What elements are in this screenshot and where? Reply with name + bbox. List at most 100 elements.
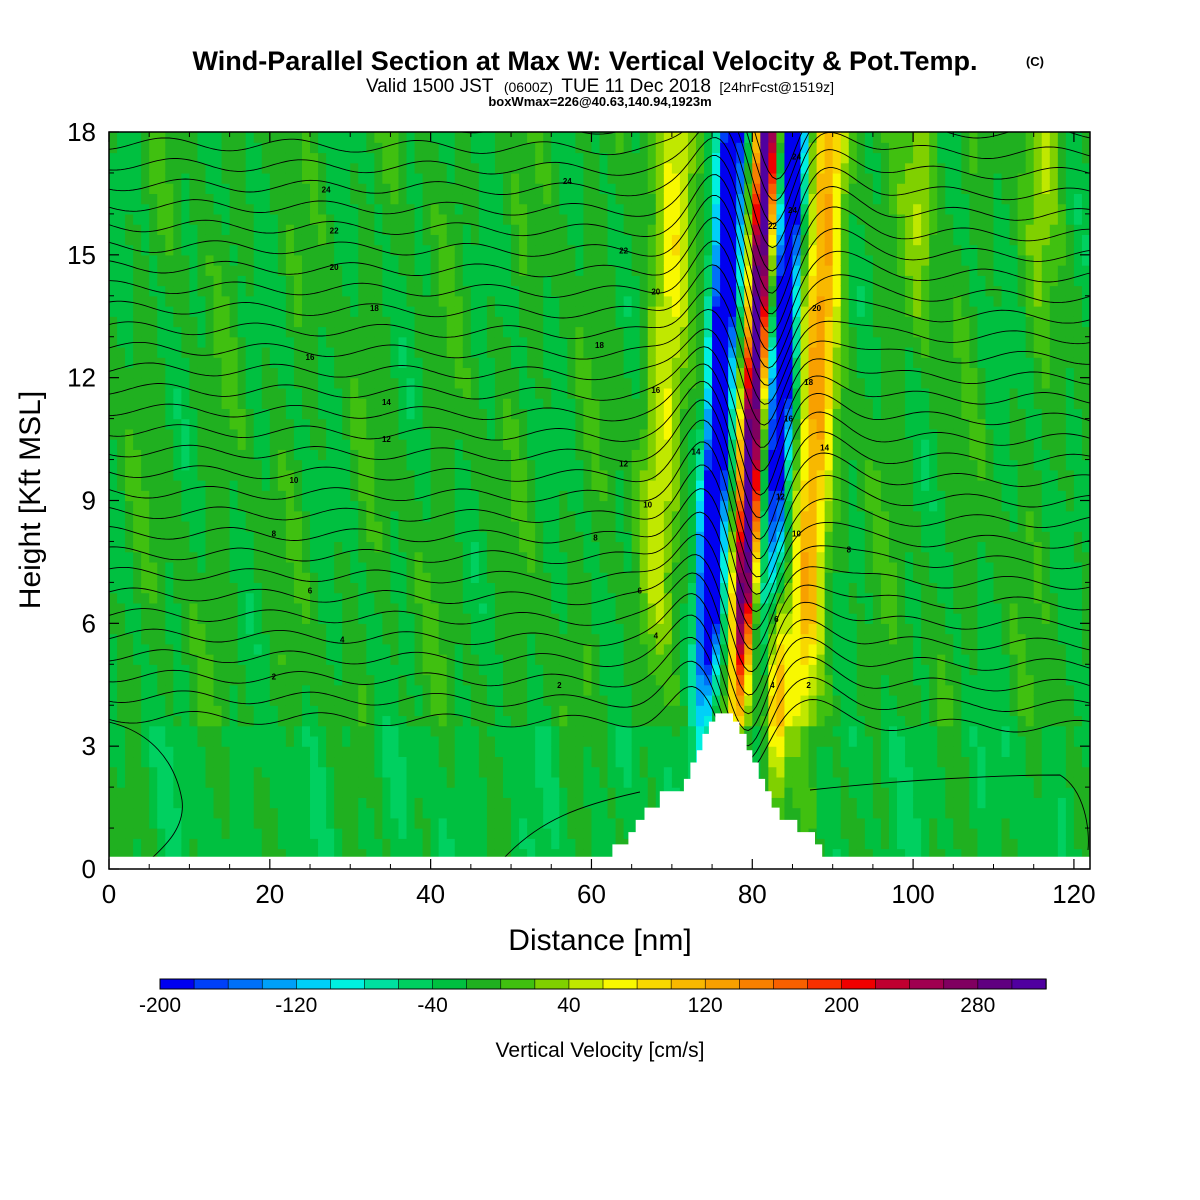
velocity-cell [462, 213, 472, 225]
velocity-cell [543, 520, 552, 532]
velocity-cell [583, 265, 593, 276]
velocity-cell [607, 193, 617, 205]
velocity-cell [478, 654, 488, 665]
velocity-cell [293, 346, 303, 358]
velocity-cell [261, 572, 271, 583]
velocity-cell [583, 510, 593, 522]
velocity-cell [141, 398, 150, 409]
velocity-cell [213, 244, 223, 256]
velocity-cell [318, 735, 327, 747]
velocity-cell [414, 367, 424, 379]
velocity-cell [503, 531, 512, 543]
velocity-cell [165, 664, 174, 676]
velocity-cell [486, 705, 496, 717]
velocity-cell [358, 213, 367, 225]
velocity-cell [334, 797, 343, 809]
velocity-cell [269, 735, 279, 747]
velocity-cell [511, 398, 520, 409]
velocity-cell [189, 490, 199, 502]
velocity-cell [615, 654, 625, 665]
velocity-cell [197, 459, 207, 471]
velocity-cell [165, 459, 174, 471]
velocity-cell [334, 623, 343, 635]
velocity-cell [165, 213, 174, 225]
velocity-cell [334, 254, 343, 266]
velocity-cell [237, 224, 247, 235]
velocity-cell [494, 357, 504, 369]
velocity-cell [599, 756, 609, 768]
velocity-cell [390, 142, 400, 154]
velocity-cell [358, 285, 367, 297]
velocity-cell [285, 449, 295, 461]
velocity-cell [125, 531, 134, 543]
velocity-cell [197, 357, 207, 369]
velocity-cell [366, 623, 375, 635]
velocity-cell [535, 357, 544, 369]
velocity-cell [430, 531, 440, 543]
velocity-cell [221, 428, 231, 440]
velocity-cell [261, 848, 271, 860]
velocity-cell [599, 408, 609, 420]
velocity-cell [197, 295, 207, 307]
velocity-cell [301, 787, 311, 798]
velocity-cell [535, 797, 544, 809]
velocity-cell [245, 295, 255, 307]
velocity-cell [342, 326, 351, 338]
velocity-cell [229, 213, 239, 225]
velocity-cell [543, 295, 552, 307]
velocity-cell [173, 203, 182, 215]
velocity-cell [430, 787, 440, 798]
velocity-cell [342, 787, 351, 798]
velocity-cell [478, 213, 488, 225]
velocity-cell [543, 306, 552, 317]
velocity-cell [430, 316, 440, 328]
velocity-cell [213, 183, 223, 195]
velocity-cell [261, 336, 271, 348]
velocity-cell [575, 838, 585, 850]
velocity-cell [615, 469, 625, 481]
velocity-cell [350, 418, 359, 430]
velocity-cell [253, 469, 263, 481]
velocity-cell [326, 613, 335, 624]
velocity-cell [527, 572, 536, 583]
velocity-cell [189, 746, 199, 758]
velocity-cell [374, 234, 383, 246]
velocity-cell [229, 234, 239, 246]
velocity-cell [213, 490, 223, 502]
velocity-cell [157, 387, 166, 399]
velocity-cell [125, 828, 134, 839]
velocity-cell [390, 705, 400, 717]
velocity-cell [350, 367, 359, 379]
velocity-cell [438, 244, 448, 256]
velocity-cell [326, 602, 335, 614]
velocity-cell [559, 797, 568, 809]
velocity-cell [631, 285, 641, 297]
velocity-cell [446, 346, 456, 358]
velocity-cell [438, 776, 448, 788]
velocity-cell [551, 398, 560, 409]
velocity-cell [511, 244, 520, 256]
velocity-cell [639, 561, 649, 573]
velocity-cell [559, 418, 568, 430]
velocity-cell [414, 694, 424, 706]
velocity-cell [503, 725, 512, 737]
velocity-cell [350, 387, 359, 399]
velocity-cell [213, 336, 223, 348]
velocity-cell [527, 766, 536, 778]
velocity-cell [583, 172, 593, 184]
velocity-cell [269, 602, 279, 614]
velocity-cell [519, 715, 528, 727]
velocity-cell [631, 306, 641, 317]
velocity-cell [486, 776, 496, 788]
velocity-cell [326, 848, 335, 860]
velocity-cell [623, 234, 633, 246]
velocity-cell [390, 244, 400, 256]
velocity-cell [519, 408, 528, 420]
velocity-cell [269, 674, 279, 686]
velocity-cell [261, 613, 271, 624]
velocity-cell [382, 490, 392, 502]
velocity-cell [173, 674, 182, 686]
velocity-cell [310, 408, 319, 420]
velocity-cell [245, 725, 255, 737]
velocity-cell [398, 572, 408, 583]
